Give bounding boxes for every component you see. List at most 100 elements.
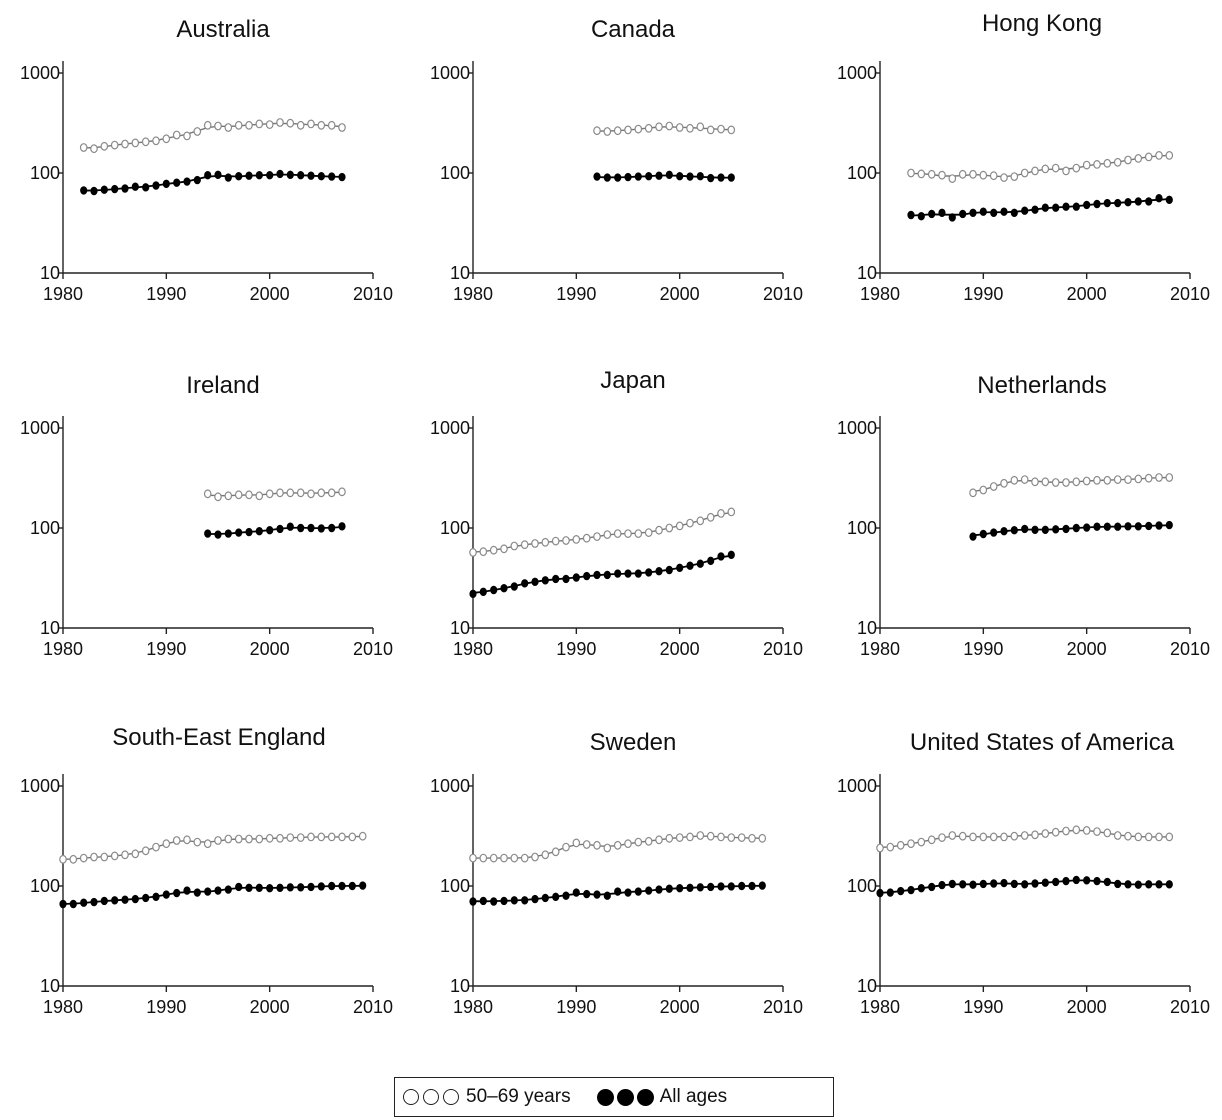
data-point <box>183 177 191 186</box>
panel-canada: Canada 10 100 1000 1980 1990 2000 2010 <box>430 16 803 304</box>
data-point <box>1062 826 1070 836</box>
data-point <box>1041 203 1049 212</box>
data-point <box>1165 195 1173 204</box>
data-point <box>707 882 715 892</box>
data-point <box>938 170 946 180</box>
data-point <box>624 125 632 135</box>
data-point <box>245 834 253 844</box>
data-point <box>696 883 704 892</box>
data-point <box>959 209 967 219</box>
data-point <box>613 529 622 538</box>
data-point <box>938 880 946 890</box>
data-point <box>1134 880 1142 889</box>
data-point <box>307 882 315 892</box>
data-point <box>927 169 936 179</box>
data-point <box>907 168 915 178</box>
data-point <box>1155 832 1163 842</box>
data-point <box>1134 474 1143 484</box>
data-point <box>276 524 284 534</box>
data-point <box>717 509 725 518</box>
data-point <box>665 884 673 893</box>
x-tick-label: 1980 <box>860 997 900 1017</box>
data-point <box>1072 477 1081 487</box>
data-point <box>917 837 926 847</box>
data-point <box>1062 876 1070 886</box>
panel-title: South-East England <box>112 724 325 751</box>
data-point <box>1062 524 1070 534</box>
data-point <box>1113 831 1122 840</box>
data-point <box>276 833 284 843</box>
data-point <box>1134 522 1142 531</box>
data-point <box>90 897 98 907</box>
data-point <box>327 832 336 842</box>
data-point <box>1031 205 1039 214</box>
data-point <box>203 120 212 130</box>
data-point <box>1134 832 1143 842</box>
x-tick-label: 1990 <box>963 997 1003 1017</box>
data-point <box>686 883 694 892</box>
data-point <box>969 169 977 179</box>
data-point <box>686 518 694 528</box>
data-point <box>624 569 632 578</box>
y-tick-label: 100 <box>847 876 877 896</box>
data-point <box>928 209 936 219</box>
data-point <box>297 523 305 533</box>
legend-label-all-ages: All ages <box>659 1086 728 1107</box>
data-point <box>959 880 967 889</box>
data-point <box>938 208 946 217</box>
data-point <box>541 537 550 547</box>
data-point <box>255 491 264 501</box>
data-point <box>551 847 560 857</box>
data-point <box>1031 166 1039 176</box>
x-tick-label: 2000 <box>1067 284 1107 304</box>
data-point <box>1103 475 1112 485</box>
data-point <box>100 852 109 862</box>
data-point <box>1010 208 1018 217</box>
data-point <box>928 882 936 892</box>
data-point <box>142 893 150 903</box>
y-tick-label: 100 <box>30 163 60 183</box>
data-point <box>958 831 967 841</box>
y-tick-label: 10 <box>450 263 470 283</box>
data-point <box>69 899 77 909</box>
data-point <box>603 173 611 182</box>
data-point <box>173 888 181 898</box>
series-all-ages <box>469 881 766 906</box>
data-point <box>214 530 222 539</box>
data-point <box>141 137 150 147</box>
panel-title: Japan <box>600 367 665 394</box>
data-point <box>1124 475 1132 485</box>
data-point <box>603 127 612 136</box>
data-point <box>706 831 715 841</box>
data-point <box>979 832 988 842</box>
data-point <box>634 124 643 134</box>
data-point <box>224 529 232 538</box>
data-point <box>245 527 253 537</box>
data-point <box>603 530 612 539</box>
data-point <box>1124 831 1132 841</box>
data-point <box>131 849 140 859</box>
data-point <box>286 118 295 128</box>
series-all-ages <box>907 193 1173 222</box>
data-point <box>1155 880 1163 889</box>
data-point <box>938 833 946 842</box>
data-point <box>614 887 622 896</box>
data-point <box>100 185 108 194</box>
data-point <box>131 182 139 191</box>
data-point <box>245 490 253 500</box>
data-point <box>479 896 487 906</box>
data-point <box>737 833 746 842</box>
panel-title: Netherlands <box>977 372 1106 399</box>
data-point <box>897 886 905 896</box>
x-tick-label: 2000 <box>660 284 700 304</box>
data-point <box>307 171 315 180</box>
x-tick-label: 2010 <box>763 284 803 304</box>
legend-item-all-ages: All ages <box>596 1086 728 1108</box>
data-point <box>193 837 202 847</box>
data-point <box>593 172 601 181</box>
data-point <box>266 884 274 893</box>
data-point <box>193 175 201 185</box>
data-point <box>235 528 243 537</box>
data-point <box>307 832 315 842</box>
data-point <box>214 886 222 895</box>
